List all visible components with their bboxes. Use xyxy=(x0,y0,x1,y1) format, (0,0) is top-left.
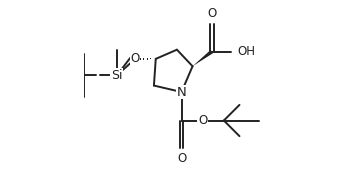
Text: O: O xyxy=(177,152,186,165)
Text: N: N xyxy=(177,86,187,98)
Polygon shape xyxy=(150,58,151,59)
Text: O: O xyxy=(198,114,207,127)
Polygon shape xyxy=(146,58,148,60)
Polygon shape xyxy=(193,50,213,66)
Text: OH: OH xyxy=(238,45,256,58)
Polygon shape xyxy=(136,58,138,60)
Polygon shape xyxy=(143,58,144,60)
Polygon shape xyxy=(140,58,141,60)
Text: O: O xyxy=(207,7,216,20)
Text: O: O xyxy=(131,52,140,65)
Text: Si: Si xyxy=(111,69,122,82)
